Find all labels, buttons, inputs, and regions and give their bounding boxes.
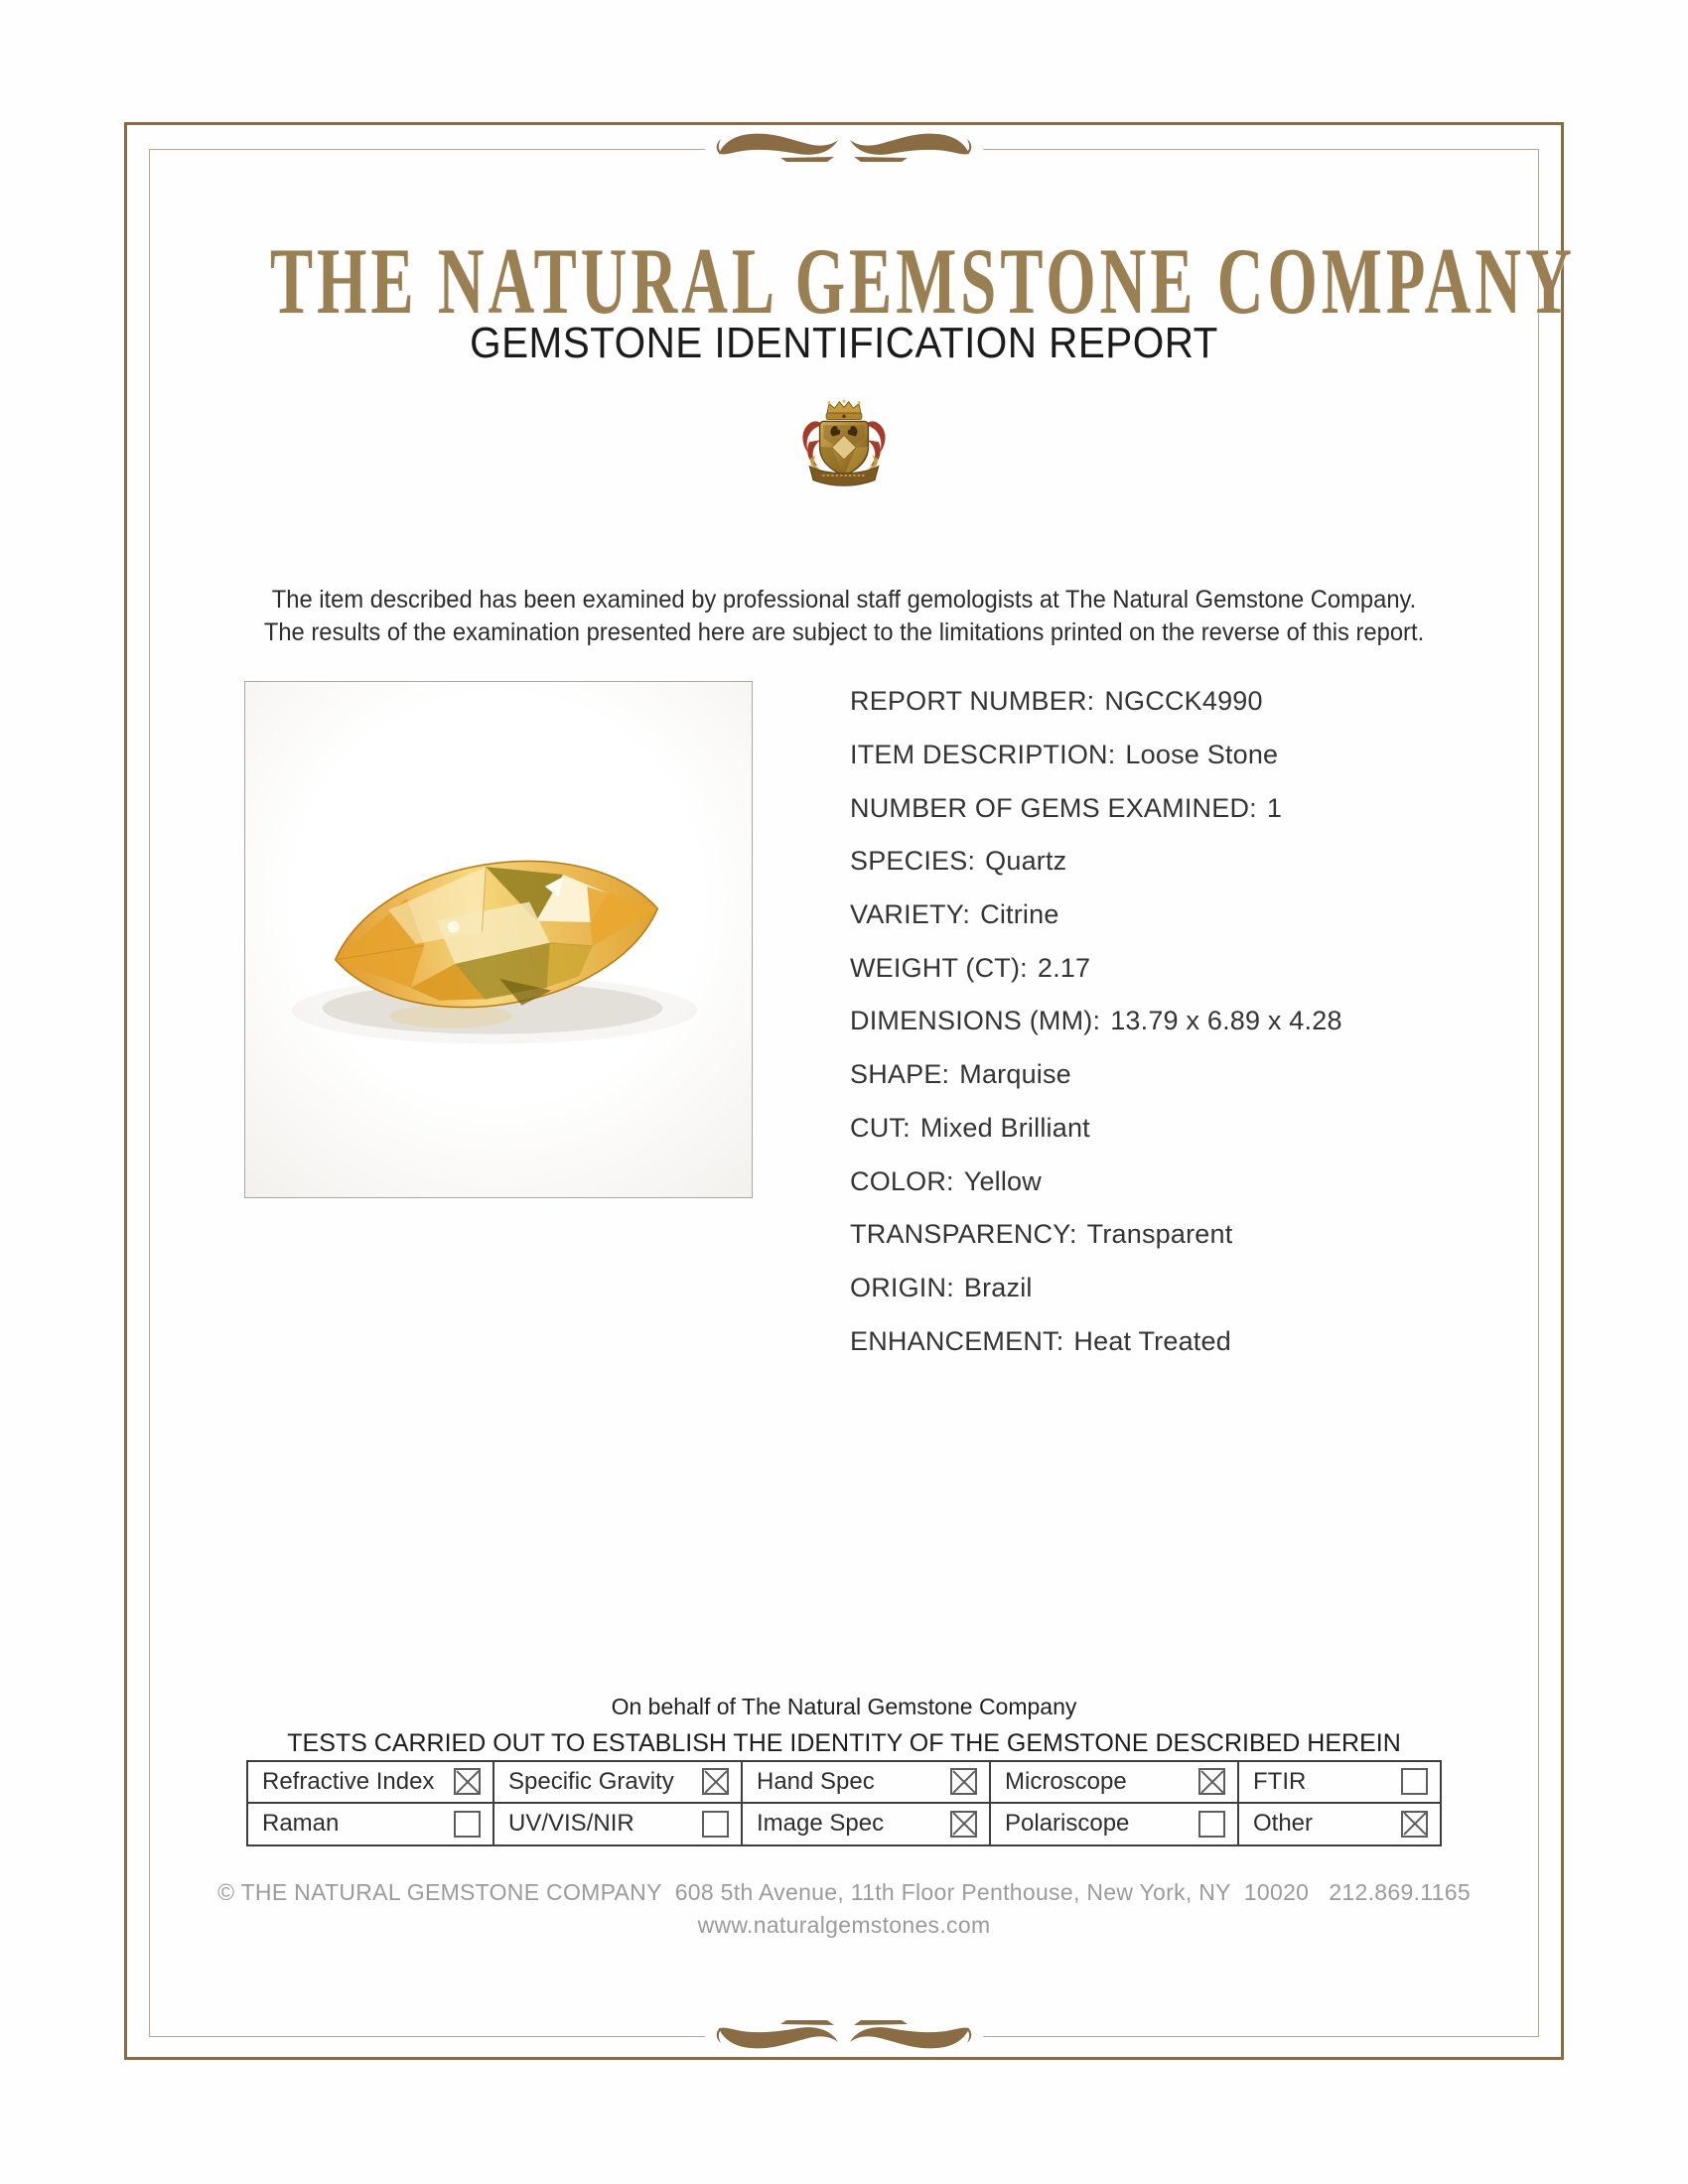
test-label: FTIR: [1253, 1767, 1307, 1795]
detail-origin: ORIGIN: Brazil: [850, 1262, 1342, 1315]
detail-value: Marquise: [959, 1059, 1071, 1090]
detail-label: SHAPE:: [850, 1059, 950, 1090]
test-cell-ftir: FTIR: [1239, 1762, 1440, 1804]
test-cell-image-spec: Image Spec: [743, 1803, 991, 1844]
detail-value: 2.17: [1037, 952, 1091, 983]
detail-value: Brazil: [963, 1272, 1033, 1302]
test-label: Polariscope: [1005, 1810, 1130, 1838]
on-behalf-text: On behalf of The Natural Gemstone Compan…: [611, 1694, 1077, 1719]
test-cell-refractive-index: Refractive Index: [248, 1762, 494, 1804]
detail-value: Mixed Brilliant: [919, 1112, 1090, 1143]
detail-report-number: REPORT NUMBER: NGCCK4990: [850, 675, 1342, 729]
detail-value: Loose Stone: [1125, 740, 1279, 770]
flourish-icon: [716, 2020, 972, 2049]
outer-border: [124, 122, 1564, 2060]
test-checkbox: [454, 1810, 481, 1838]
footer-website: www.naturalgemstones.com: [697, 1912, 991, 1938]
tests-table: Refractive Index Specific Gravity Hand S…: [246, 1760, 1442, 1846]
gemstone-photo: [244, 681, 753, 1198]
detail-transparency: TRANSPARENCY: Transparent: [850, 1208, 1342, 1262]
crest-icon: [802, 399, 886, 486]
test-cell-hand-spec: Hand Spec: [743, 1762, 991, 1804]
tests-heading: TESTS CARRIED OUT TO ESTABLISH THE IDENT…: [287, 1729, 1401, 1757]
company-name: THE NATURAL GEMSTONE COMPANY: [270, 228, 1576, 334]
detail-color: COLOR: Yellow: [850, 1155, 1342, 1208]
test-checkbox: [702, 1768, 729, 1796]
detail-label: VARIETY:: [850, 899, 971, 930]
detail-shape: SHAPE: Marquise: [850, 1048, 1342, 1102]
footer-address: © THE NATURAL GEMSTONE COMPANY 608 5th A…: [217, 1879, 1471, 1905]
detail-label: NUMBER OF GEMS EXAMINED:: [850, 792, 1257, 823]
detail-dimensions: DIMENSIONS (MM): 13.79 x 6.89 x 4.28: [850, 995, 1342, 1048]
test-checkbox: [950, 1810, 977, 1838]
detail-value: Quartz: [985, 846, 1067, 877]
test-cell-uv-vis-nir: UV/VIS/NIR: [494, 1803, 743, 1844]
company-crest-logo: [797, 397, 891, 494]
detail-cut: CUT: Mixed Brilliant: [850, 1102, 1342, 1156]
detail-label: WEIGHT (CT):: [850, 952, 1028, 983]
detail-value: 13.79 x 6.89 x 4.28: [1110, 1006, 1342, 1036]
detail-label: REPORT NUMBER:: [850, 686, 1095, 717]
test-checkbox: [454, 1768, 481, 1796]
detail-number-of-gems: NUMBER OF GEMS EXAMINED: 1: [850, 781, 1342, 835]
test-checkbox: [702, 1810, 729, 1838]
test-checkbox: [1198, 1768, 1225, 1796]
details-list: REPORT NUMBER: NGCCK4990 ITEM DESCRIPTION…: [850, 675, 1342, 1368]
detail-value: 1: [1266, 792, 1283, 823]
top-flourish-ornament: [705, 125, 983, 169]
intro-text: The item described has been examined by …: [43, 584, 1646, 649]
detail-value: NGCCK4990: [1104, 686, 1263, 717]
test-checkbox: [1198, 1810, 1225, 1838]
gem-illustration: [291, 860, 698, 1044]
detail-label: CUT:: [850, 1112, 911, 1143]
test-label: Hand Spec: [757, 1767, 875, 1795]
detail-label: COLOR:: [850, 1165, 954, 1196]
detail-item-description: ITEM DESCRIPTION: Loose Stone: [850, 729, 1342, 782]
detail-value: Citrine: [980, 899, 1059, 930]
test-label: Other: [1253, 1810, 1314, 1838]
detail-label: ENHANCEMENT:: [850, 1325, 1064, 1356]
intro-line-1: The item described has been examined by …: [271, 586, 1417, 614]
test-checkbox: [1401, 1810, 1428, 1838]
test-checkbox: [1401, 1768, 1428, 1796]
detail-enhancement: ENHANCEMENT: Heat Treated: [850, 1314, 1342, 1368]
test-cell-specific-gravity: Specific Gravity: [494, 1762, 743, 1804]
test-cell-other: Other: [1239, 1804, 1440, 1845]
test-label: Raman: [262, 1810, 340, 1838]
detail-label: ORIGIN:: [850, 1272, 954, 1302]
test-label: UV/VIS/NIR: [508, 1810, 634, 1838]
test-label: Refractive Index: [262, 1767, 435, 1795]
bottom-flourish-ornament: [705, 2013, 983, 2057]
detail-value: Heat Treated: [1073, 1325, 1231, 1356]
flourish-icon: [716, 133, 972, 162]
detail-weight: WEIGHT (CT): 2.17: [850, 941, 1342, 995]
test-label: Specific Gravity: [508, 1767, 674, 1795]
detail-label: ITEM DESCRIPTION:: [850, 740, 1116, 770]
test-label: Microscope: [1005, 1767, 1127, 1795]
detail-label: SPECIES:: [850, 846, 976, 877]
detail-value: Yellow: [963, 1165, 1042, 1196]
report-title: GEMSTONE IDENTIFICATION REPORT: [470, 319, 1218, 367]
detail-label: TRANSPARENCY:: [850, 1219, 1077, 1250]
detail-species: SPECIES: Quartz: [850, 835, 1342, 888]
test-cell-raman: Raman: [248, 1803, 494, 1844]
detail-value: Transparent: [1086, 1219, 1233, 1250]
detail-label: DIMENSIONS (MM):: [850, 1006, 1101, 1036]
detail-variety: VARIETY: Citrine: [850, 888, 1342, 942]
test-checkbox: [950, 1768, 977, 1796]
test-cell-polariscope: Polariscope: [991, 1803, 1239, 1844]
test-label: Image Spec: [757, 1810, 885, 1838]
intro-line-2: The results of the examination presented…: [263, 618, 1425, 646]
test-cell-microscope: Microscope: [991, 1762, 1239, 1804]
